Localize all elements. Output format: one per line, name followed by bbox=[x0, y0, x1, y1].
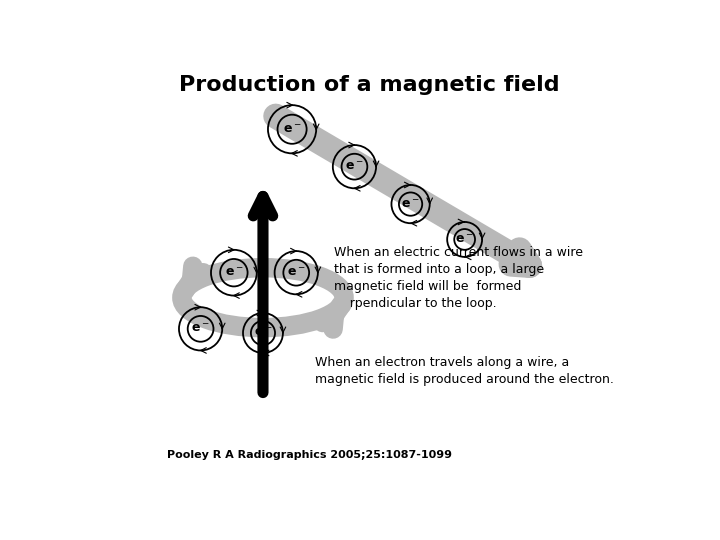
Text: e$^-$: e$^-$ bbox=[225, 266, 243, 279]
Text: e$^-$: e$^-$ bbox=[345, 160, 364, 173]
Text: When an electron travels along a wire, a
magnetic field is produced around the e: When an electron travels along a wire, a… bbox=[315, 356, 614, 386]
Text: e$^-$: e$^-$ bbox=[253, 327, 272, 340]
Text: e$^-$: e$^-$ bbox=[455, 233, 474, 246]
Text: Production of a magnetic field: Production of a magnetic field bbox=[179, 75, 559, 95]
Text: e$^-$: e$^-$ bbox=[192, 322, 210, 335]
Text: When an electric current flows in a wire
that is formed into a loop, a large
mag: When an electric current flows in a wire… bbox=[333, 246, 582, 309]
Text: Pooley R A Radiographics 2005;25:1087-1099: Pooley R A Radiographics 2005;25:1087-10… bbox=[167, 450, 452, 460]
Text: e$^-$: e$^-$ bbox=[401, 198, 420, 211]
Text: e$^-$: e$^-$ bbox=[287, 266, 305, 279]
Text: e$^-$: e$^-$ bbox=[283, 123, 302, 136]
